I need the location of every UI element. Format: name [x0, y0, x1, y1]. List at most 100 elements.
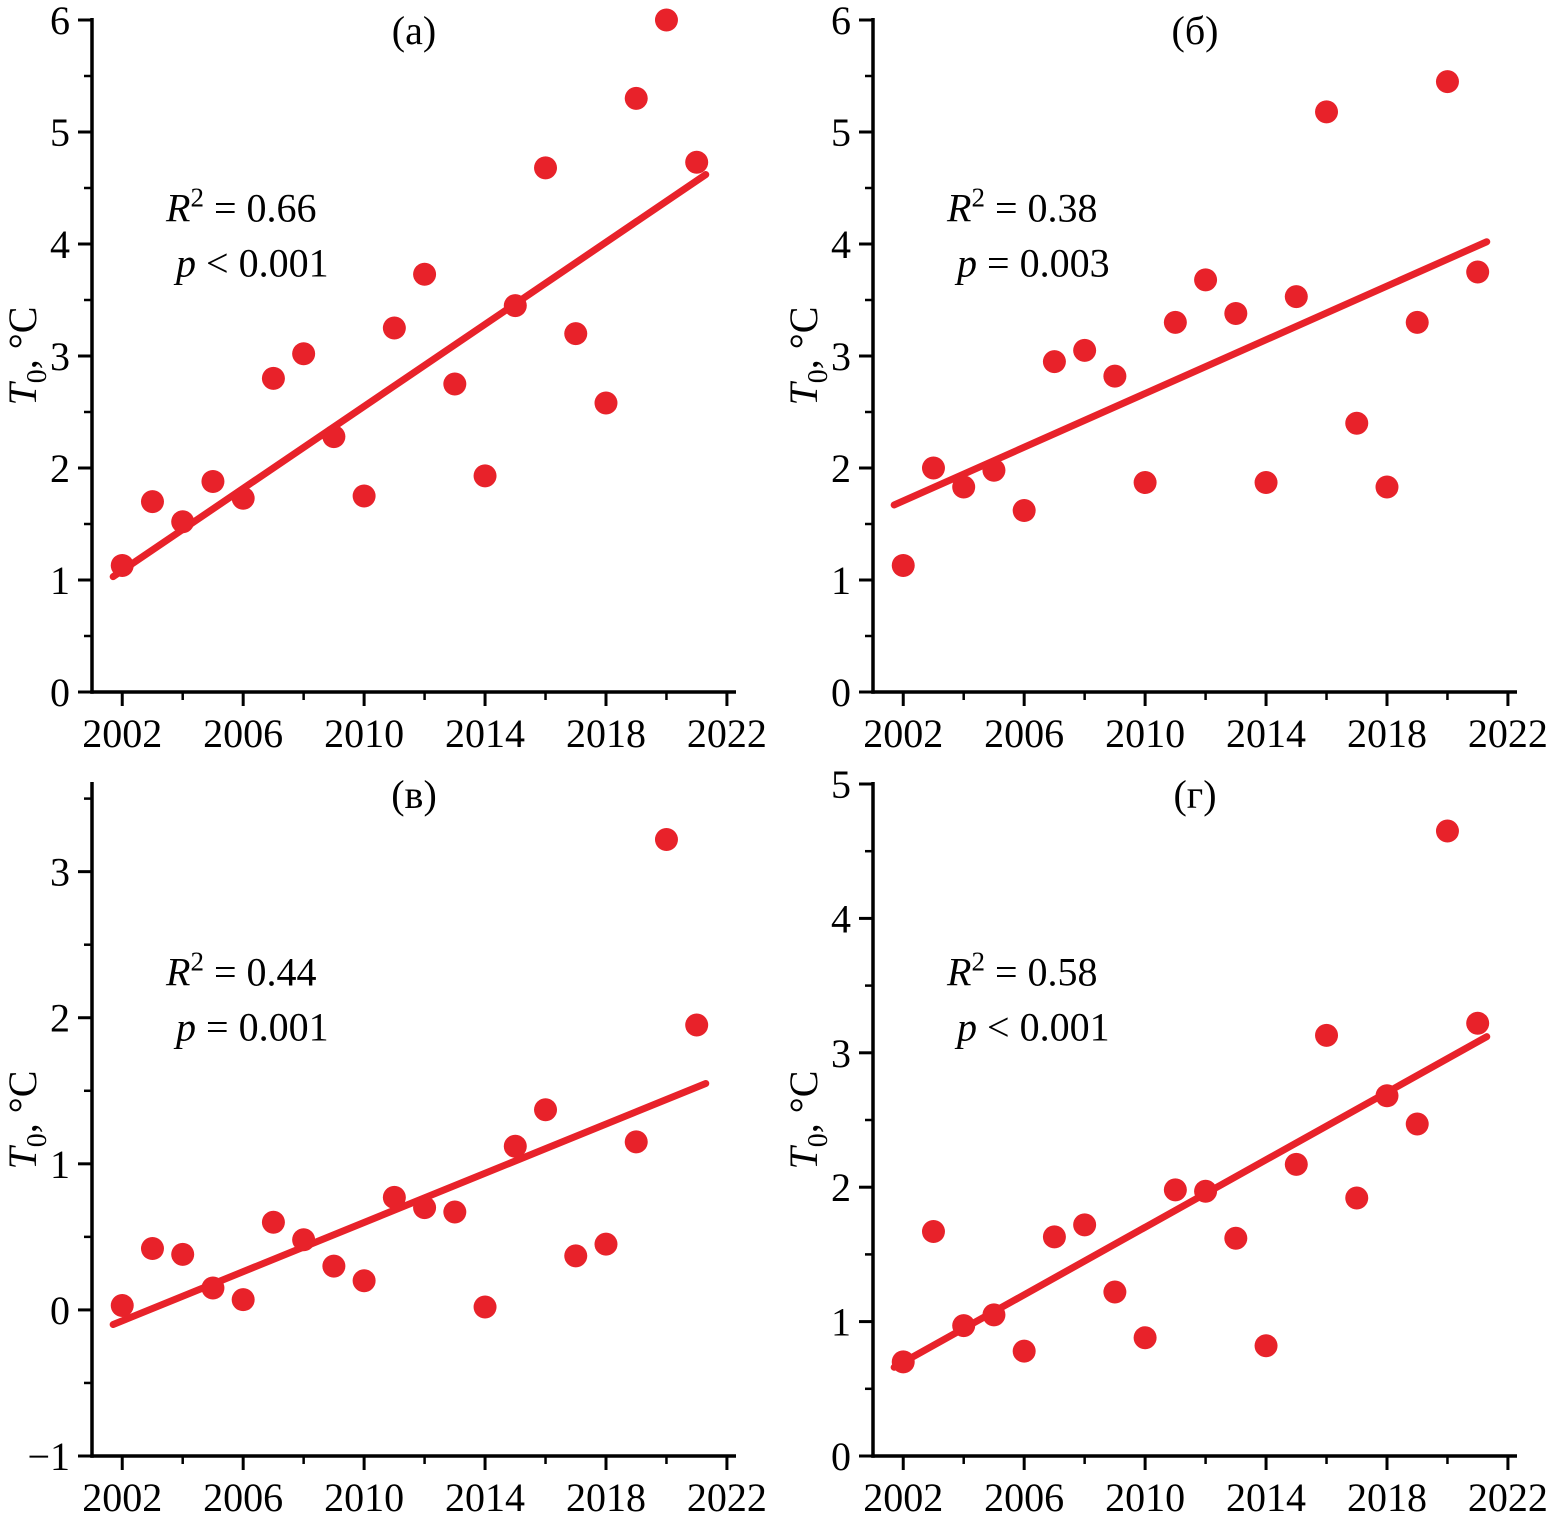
y-tick-label: 6: [831, 0, 851, 43]
r-squared-annotation: R2 = 0.38: [946, 183, 1098, 231]
data-point: [503, 294, 527, 318]
y-axis-label: T0, °C: [0, 307, 53, 406]
x-tick-label: 2014: [445, 1475, 525, 1520]
text-fragment: 0: [803, 1133, 834, 1147]
panel-title: (а): [392, 8, 436, 53]
text-fragment: R: [946, 186, 971, 231]
data-point: [1163, 310, 1187, 334]
data-point: [201, 1276, 225, 1300]
text-fragment: T: [0, 1144, 45, 1169]
y-tick-label: 3: [831, 334, 851, 379]
text-fragment: 2: [190, 947, 204, 977]
data-point: [1133, 471, 1157, 495]
y-tick-label: 0: [831, 1434, 851, 1479]
x-tick-label: 2010: [324, 711, 404, 756]
x-tick-label: 2022: [1468, 1475, 1548, 1520]
data-point: [1254, 471, 1278, 495]
text-fragment: , °C: [0, 307, 45, 370]
y-tick-label: 1: [50, 1142, 70, 1187]
text-fragment: , °C: [781, 1071, 826, 1134]
y-tick-label: 2: [50, 446, 70, 491]
trend-line: [109, 171, 710, 581]
text-fragment: = 0.66: [204, 186, 317, 231]
p-value-annotation: p < 0.001: [954, 1005, 1110, 1050]
panel-b: 0 1 2 3 4 5 6 2002 2006 2010 2014 2018 2022 (б) T0, °C…: [781, 0, 1562, 764]
panel-g: 0 1 2 3 4 5 2002 2006 2010 2014 2018 2022 (г) T0, °C R…: [781, 764, 1562, 1528]
y-tick-label: 5: [831, 764, 851, 807]
data-point: [1073, 338, 1097, 362]
data-point: [534, 156, 558, 180]
y-tick-label: 0: [50, 1288, 70, 1333]
text-fragment: , °C: [781, 307, 826, 370]
text-fragment: 2: [971, 183, 985, 213]
data-point: [921, 1220, 945, 1244]
r-squared-annotation: R2 = 0.66: [165, 183, 317, 231]
y-axis-label: T0, °C: [0, 1071, 53, 1170]
y-tick-label: 4: [50, 222, 70, 267]
x-tick-label: 2006: [984, 1475, 1064, 1520]
data-point: [564, 322, 588, 346]
text-fragment: p: [173, 241, 196, 286]
panel-title: (в): [391, 772, 437, 817]
y-tick-label: 1: [50, 558, 70, 603]
p-value-annotation: p < 0.001: [173, 241, 329, 286]
data-point: [891, 553, 915, 577]
x-tick-label: 2014: [1226, 1475, 1306, 1520]
data-point: [110, 553, 134, 577]
data-point: [171, 510, 195, 534]
data-point: [952, 475, 976, 499]
data-point: [982, 1303, 1006, 1327]
text-fragment: , °C: [0, 1071, 45, 1134]
x-tick-label: 2002: [863, 1475, 943, 1520]
data-point: [1103, 364, 1127, 388]
data-point: [352, 1269, 376, 1293]
text-fragment: 0: [22, 1133, 53, 1147]
text-fragment: 0: [22, 369, 53, 383]
data-point: [140, 1237, 164, 1261]
x-tick-label: 2002: [82, 1475, 162, 1520]
text-fragment: < 0.001: [196, 241, 329, 286]
data-point: [382, 1185, 406, 1209]
y-tick-label: 3: [50, 334, 70, 379]
data-point: [534, 1098, 558, 1122]
data-point: [685, 1013, 709, 1037]
data-point: [1073, 1213, 1097, 1237]
x-tick-label: 2006: [984, 711, 1064, 756]
x-tick-label: 2006: [203, 711, 283, 756]
x-tick-label: 2022: [687, 711, 767, 756]
data-point: [1466, 260, 1490, 284]
panel-a: 0 1 2 3 4 5 6 2002 2006 2010 2014 2018 2022 (а) T0, °C…: [0, 0, 781, 764]
data-point: [231, 1288, 255, 1312]
text-fragment: p: [954, 241, 977, 286]
data-point: [201, 469, 225, 493]
data-point: [1042, 1225, 1066, 1249]
x-tick-label: 2010: [1105, 711, 1185, 756]
data-point: [1435, 70, 1459, 94]
data-point: [654, 828, 678, 852]
data-point: [1315, 1023, 1339, 1047]
data-point: [1315, 100, 1339, 124]
data-point: [503, 1134, 527, 1158]
r-squared-annotation: R2 = 0.58: [946, 947, 1098, 995]
panel-title: (б): [1172, 8, 1219, 53]
data-point: [352, 484, 376, 508]
y-tick-label: 4: [831, 896, 851, 941]
text-fragment: = 0.58: [985, 950, 1098, 995]
data-point: [1194, 268, 1218, 292]
x-tick-label: 2010: [1105, 1475, 1185, 1520]
data-point: [921, 456, 945, 480]
text-fragment: = 0.38: [985, 186, 1098, 231]
data-point: [891, 1350, 915, 1374]
data-point: [473, 464, 497, 488]
data-point: [685, 150, 709, 174]
data-point: [1375, 475, 1399, 499]
y-tick-label: 1: [831, 1300, 851, 1345]
data-point: [1012, 1339, 1036, 1363]
panel-v: −1 0 1 2 3 2002 2006 2010 2014 2018 2022 (в) T0, °C R…: [0, 764, 781, 1528]
data-point: [261, 1210, 285, 1234]
x-tick-label: 2018: [1347, 711, 1427, 756]
data-point: [171, 1242, 195, 1266]
